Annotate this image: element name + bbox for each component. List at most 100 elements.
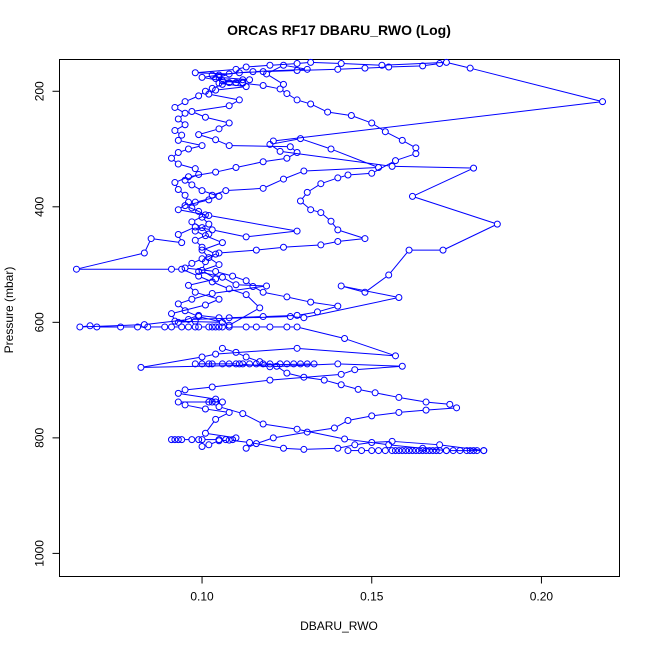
series-segment bbox=[194, 215, 203, 221]
data-point bbox=[212, 415, 220, 423]
series-segment bbox=[235, 276, 244, 281]
data-point bbox=[242, 291, 250, 299]
data-point bbox=[205, 323, 213, 331]
series-segment bbox=[144, 357, 199, 368]
series-segment bbox=[205, 354, 213, 357]
data-point bbox=[191, 223, 199, 231]
data-point bbox=[198, 73, 206, 81]
data-point bbox=[425, 447, 433, 455]
data-point bbox=[307, 100, 315, 108]
data-point bbox=[300, 373, 308, 381]
series-segment bbox=[147, 319, 186, 325]
series-segment bbox=[333, 149, 376, 167]
data-point bbox=[174, 398, 182, 406]
data-point bbox=[134, 323, 142, 331]
x-axis: 0.10 0.15 0.20 bbox=[190, 576, 553, 604]
data-point bbox=[334, 226, 342, 234]
data-point bbox=[208, 278, 216, 286]
series-segment bbox=[340, 444, 352, 449]
series-segment bbox=[197, 242, 201, 246]
series-segment bbox=[265, 179, 281, 188]
data-point bbox=[178, 239, 186, 247]
data-point bbox=[392, 157, 399, 165]
data-point bbox=[432, 447, 440, 455]
data-point bbox=[310, 360, 318, 368]
series-segment bbox=[180, 114, 183, 118]
series-layer bbox=[72, 58, 607, 455]
series-segment bbox=[222, 72, 237, 76]
series-segment bbox=[154, 238, 179, 243]
y-axis: 200 400 600 800 1000 bbox=[33, 81, 60, 567]
data-point bbox=[212, 86, 220, 94]
series-segment bbox=[187, 264, 190, 267]
data-point bbox=[181, 109, 189, 117]
series-segment bbox=[188, 405, 203, 409]
data-point bbox=[229, 436, 237, 444]
data-point bbox=[181, 98, 189, 106]
series-segment bbox=[395, 441, 437, 446]
data-point bbox=[436, 441, 444, 449]
data-point bbox=[344, 417, 352, 425]
data-point bbox=[388, 447, 396, 455]
series-segment bbox=[218, 86, 244, 91]
series-segment bbox=[299, 100, 308, 104]
series-segment bbox=[218, 74, 227, 79]
data-point bbox=[191, 69, 199, 77]
series-segment bbox=[313, 104, 325, 112]
data-point bbox=[341, 435, 349, 443]
data-point bbox=[140, 321, 148, 329]
series-segment bbox=[232, 440, 247, 443]
data-point bbox=[456, 447, 464, 455]
data-point bbox=[191, 227, 199, 235]
data-point bbox=[188, 218, 196, 226]
data-point bbox=[181, 307, 189, 315]
series-segment bbox=[177, 108, 183, 113]
data-point bbox=[405, 447, 413, 455]
data-point bbox=[212, 267, 220, 275]
series-segment bbox=[191, 145, 200, 149]
data-point bbox=[178, 131, 186, 139]
series-segment bbox=[221, 407, 240, 414]
data-point bbox=[242, 353, 250, 361]
series-segment bbox=[310, 428, 332, 433]
data-point bbox=[184, 281, 192, 289]
data-point bbox=[320, 376, 328, 384]
series-segment bbox=[429, 407, 454, 411]
series-segment bbox=[204, 191, 217, 196]
data-point bbox=[317, 241, 325, 249]
data-point bbox=[174, 115, 182, 123]
series-segment bbox=[207, 255, 214, 261]
series-segment bbox=[344, 385, 356, 389]
data-point bbox=[419, 62, 427, 70]
data-point bbox=[205, 441, 213, 449]
data-point bbox=[466, 447, 474, 455]
series-segment bbox=[201, 265, 217, 271]
data-point bbox=[218, 344, 226, 352]
series-segment bbox=[357, 365, 400, 370]
x-tick-label: 0.10 bbox=[190, 590, 214, 604]
data-point bbox=[225, 142, 233, 150]
data-point bbox=[178, 265, 186, 273]
data-series bbox=[218, 344, 461, 452]
data-point bbox=[212, 168, 220, 176]
data-point bbox=[344, 447, 352, 455]
series-segment bbox=[174, 305, 203, 314]
data-point bbox=[232, 360, 240, 368]
series-segment bbox=[347, 339, 393, 356]
data-point bbox=[235, 96, 243, 104]
series-segment bbox=[340, 175, 346, 178]
data-point bbox=[436, 60, 444, 68]
data-point bbox=[212, 250, 220, 258]
series-segment bbox=[262, 361, 274, 366]
series-segment bbox=[204, 243, 220, 250]
series-segment bbox=[276, 101, 600, 142]
data-point bbox=[266, 61, 274, 69]
data-point bbox=[218, 239, 226, 247]
data-point bbox=[215, 261, 223, 269]
series-segment bbox=[292, 148, 295, 151]
data-point bbox=[398, 362, 406, 370]
data-point bbox=[201, 232, 209, 240]
series-segment bbox=[286, 244, 318, 248]
data-point bbox=[293, 311, 301, 319]
data-point bbox=[212, 136, 220, 144]
